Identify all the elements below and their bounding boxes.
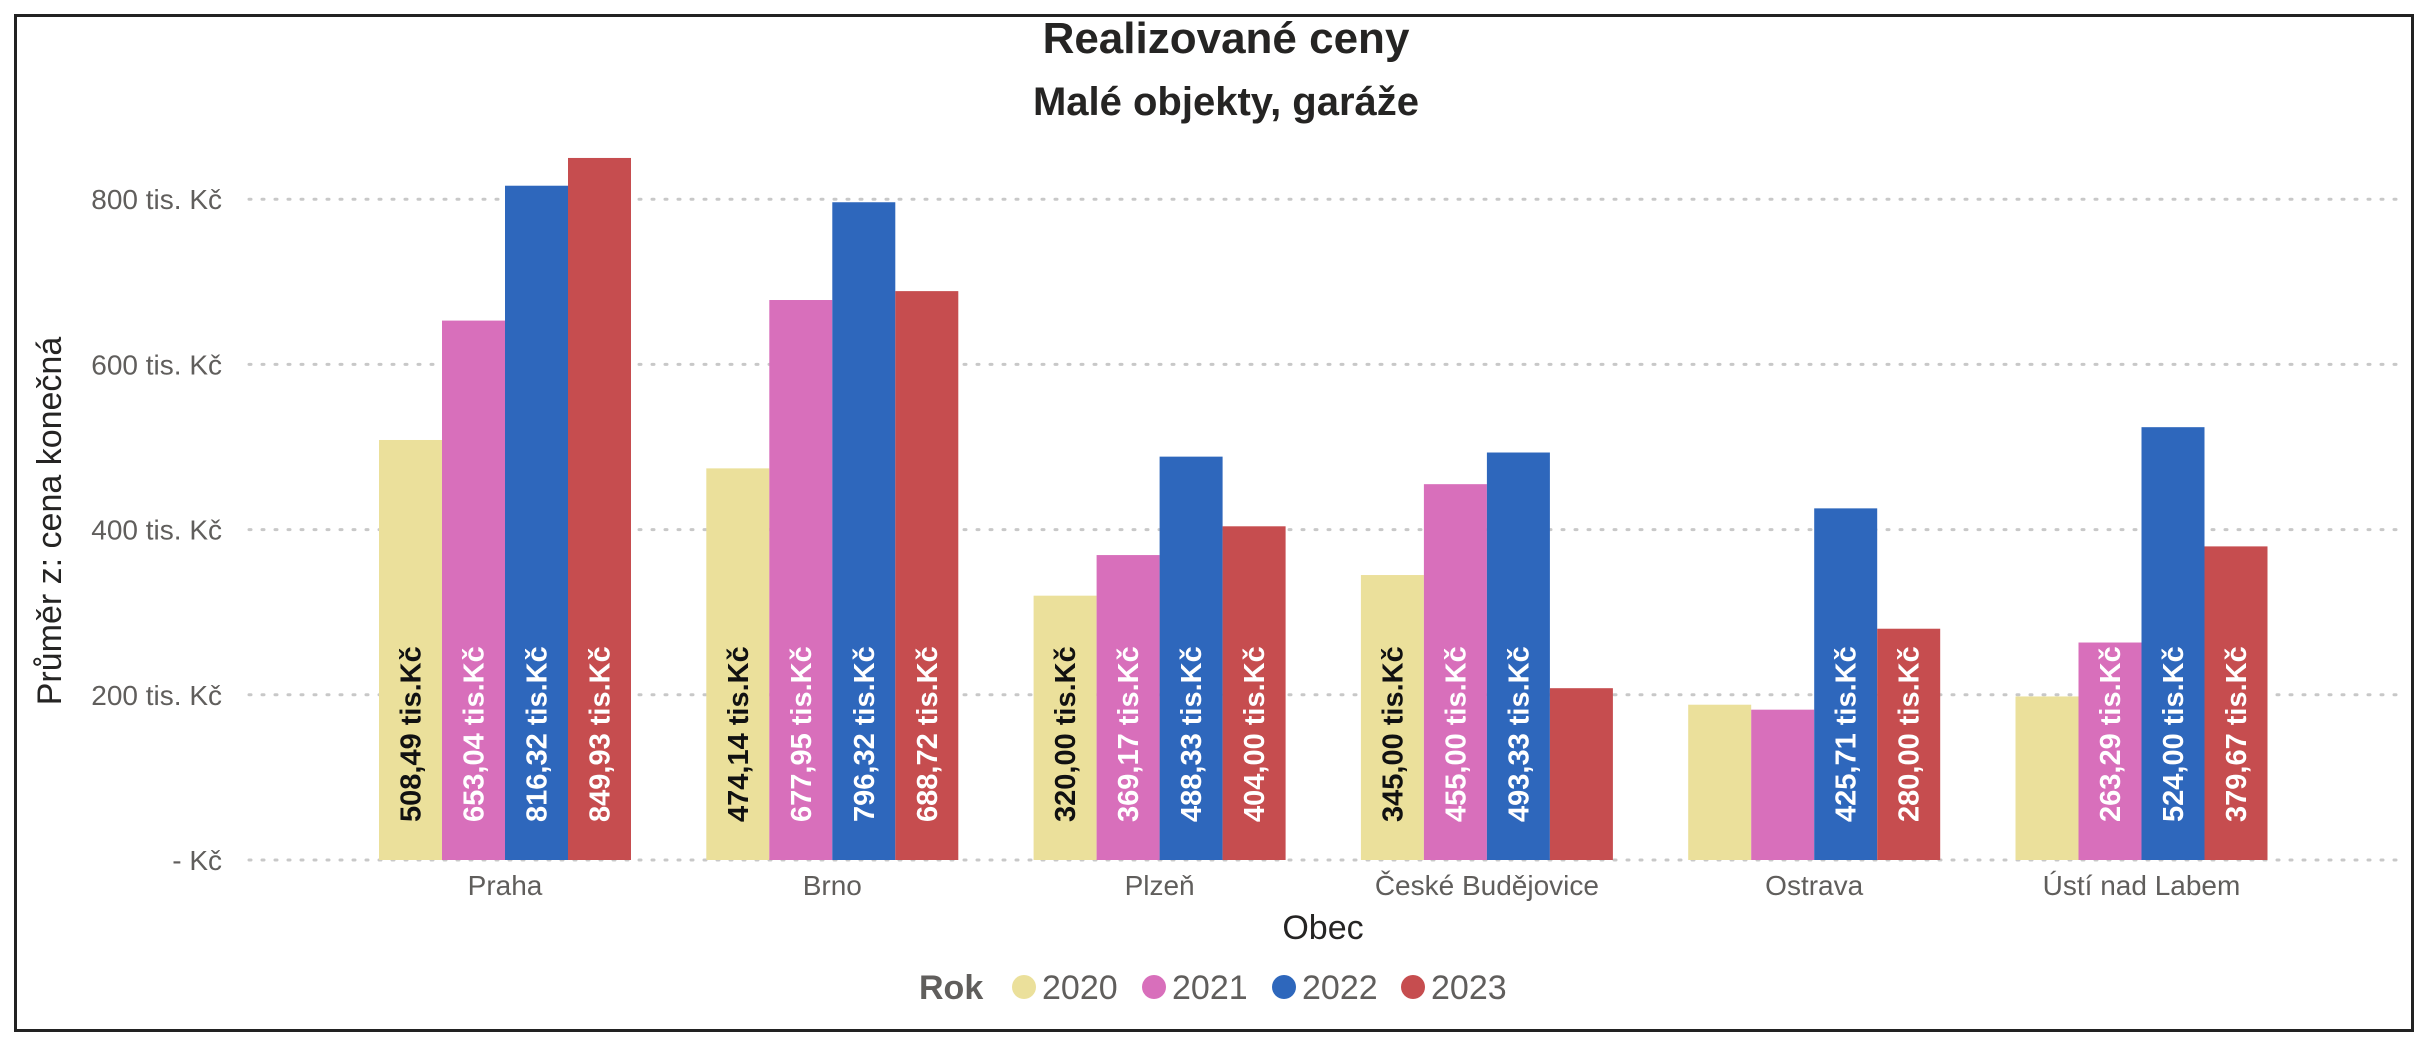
legend-marker-2021 [1142, 975, 1166, 999]
bar-2020 [1360, 575, 1424, 860]
bar-2023 [1877, 628, 1941, 860]
data-label: 280,00 tis.Kč [1894, 646, 1926, 822]
data-label: 653,04 tis.Kč [459, 646, 491, 822]
chart-title: Realizované ceny [1043, 17, 1410, 63]
y-axis-ticks: - Kč 200 tis. Kč 400 tis. Kč 600 tis. Kč 800… [91, 184, 222, 876]
y-tick-label: 600 tis. Kč [91, 349, 222, 380]
bar-2020 [1688, 704, 1752, 860]
legend-title: Rok [919, 969, 983, 1007]
bar-2023 [568, 157, 631, 860]
data-label: 425,71 tis.Kč [1831, 646, 1863, 822]
gridlines [247, 197, 2409, 862]
x-category-label: Ostrava [1765, 870, 1863, 901]
x-axis-categories: Praha Brno Plzeň České Budějovice Ostrava Úst… [468, 870, 2241, 901]
y-tick-label: - Kč [172, 845, 222, 876]
bar-2022 [1486, 452, 1550, 860]
legend-item-label: 2023 [1431, 969, 1507, 1007]
data-label: 263,29 tis.Kč [2095, 646, 2127, 822]
bar-2020 [379, 439, 442, 860]
bar-2023 [1222, 526, 1286, 860]
legend-item-label: 2021 [1172, 969, 1248, 1007]
bar-2021 [1751, 709, 1815, 860]
legend-item-label: 2020 [1042, 969, 1118, 1007]
data-label: 493,33 tis.Kč [1503, 646, 1535, 822]
bar-2020 [1033, 595, 1097, 860]
bar-2023 [1549, 688, 1613, 860]
data-label: 688,72 tis.Kč [912, 646, 944, 822]
bar-2022 [832, 202, 896, 860]
data-label: 488,33 tis.Kč [1176, 646, 1208, 822]
bar-2023 [895, 291, 959, 860]
y-axis-title: Průměr z: cena konečná [31, 337, 69, 706]
data-label: 379,67 tis.Kč [2221, 646, 2253, 822]
data-label: 508,49 tis.Kč [396, 646, 428, 822]
bar-2021 [1096, 555, 1160, 860]
data-label: 320,00 tis.Kč [1050, 646, 1082, 822]
bar-2021 [2078, 642, 2142, 860]
bar-2021 [769, 300, 833, 860]
x-category-label: České Budějovice [1375, 870, 1599, 901]
legend: Rok 2020 2021 2022 2023 [919, 969, 1507, 1007]
data-label: 677,95 tis.Kč [786, 646, 818, 822]
bar-2020 [2015, 696, 2079, 860]
chart-subtitle: Malé objekty, garáže [1033, 80, 1419, 124]
data-label: 404,00 tis.Kč [1239, 646, 1271, 822]
data-label: 455,00 tis.Kč [1440, 646, 1472, 822]
bar-2022 [1814, 508, 1878, 860]
bar-2022 [1159, 456, 1223, 860]
data-label: 849,93 tis.Kč [585, 646, 617, 822]
y-tick-label: 400 tis. Kč [91, 515, 222, 546]
bars [379, 157, 2268, 861]
y-tick-label: 200 tis. Kč [91, 680, 222, 711]
data-label: 796,32 tis.Kč [849, 646, 881, 822]
chart-frame: Realizované ceny Malé objekty, garáže - … [14, 14, 2414, 1032]
data-label: 524,00 tis.Kč [2158, 646, 2190, 822]
bar-chart: Realizované ceny Malé objekty, garáže - … [31, 17, 2409, 1007]
bar-2020 [706, 468, 770, 860]
bar-2022 [2141, 427, 2205, 860]
legend-marker-2022 [1272, 975, 1296, 999]
x-category-label: Praha [468, 870, 543, 901]
data-label: 345,00 tis.Kč [1377, 646, 1409, 822]
y-tick-label: 800 tis. Kč [91, 184, 222, 215]
x-axis-title: Obec [1282, 909, 1363, 947]
x-category-label: Ústí nad Labem [2043, 870, 2241, 901]
bar-2022 [505, 185, 568, 861]
legend-marker-2020 [1012, 975, 1036, 999]
x-category-label: Brno [803, 870, 862, 901]
legend-item-label: 2022 [1302, 969, 1378, 1007]
data-label: 816,32 tis.Kč [522, 646, 554, 822]
legend-marker-2023 [1401, 975, 1425, 999]
x-category-label: Plzeň [1125, 870, 1195, 901]
data-label: 369,17 tis.Kč [1113, 646, 1145, 822]
data-labels: 508,49 tis.Kč 653,04 tis.Kč 816,32 tis.Kč 8… [396, 646, 2254, 822]
bar-2021 [442, 320, 505, 860]
bar-2023 [2204, 546, 2268, 860]
bar-2021 [1423, 484, 1487, 860]
data-label: 474,14 tis.Kč [723, 646, 755, 822]
